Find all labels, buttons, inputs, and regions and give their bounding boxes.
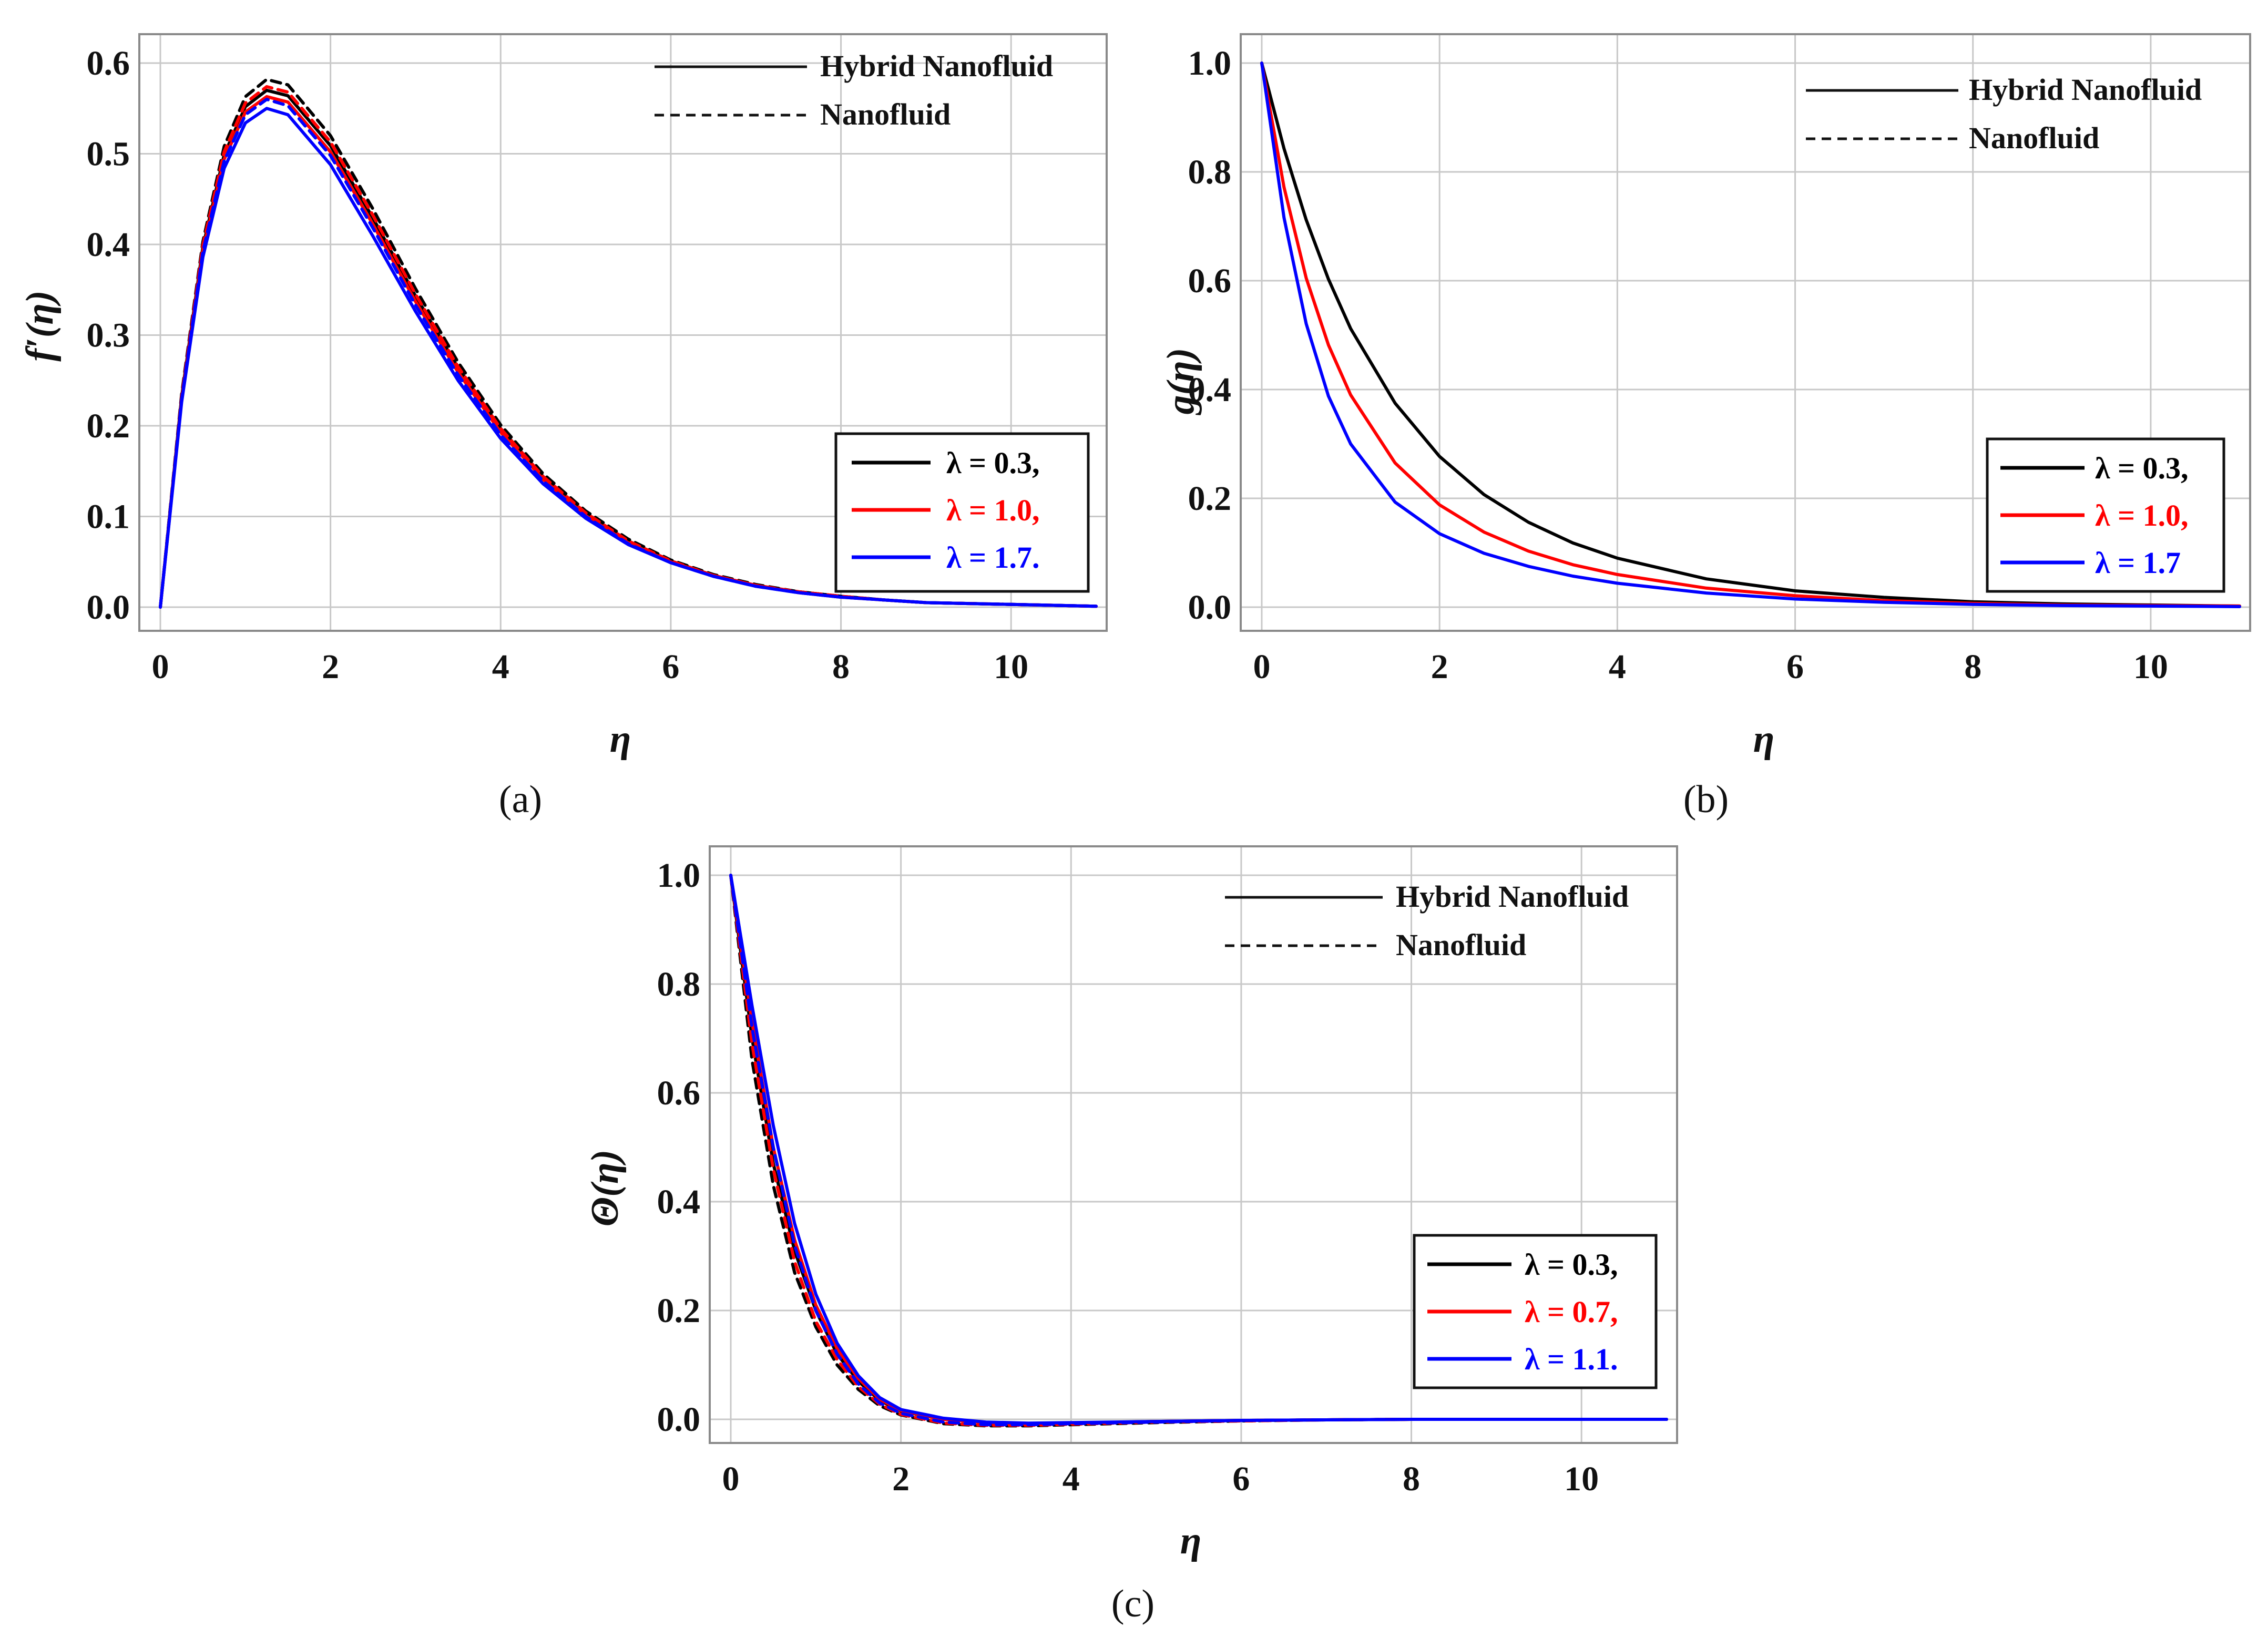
color-legend-label: λ = 1.0, <box>946 493 1040 527</box>
x-tick-label: 10 <box>2133 648 2168 686</box>
panel-label: (a) <box>499 778 542 821</box>
style-legend-label: Hybrid Nanofluid <box>1969 73 2202 107</box>
y-axis-label: f′(η) <box>18 290 62 361</box>
y-tick-label: 0.8 <box>657 965 701 1004</box>
x-tick-label: 0 <box>152 648 169 686</box>
panel-label: (c) <box>1111 1582 1155 1625</box>
y-tick-label: 0.4 <box>657 1183 701 1221</box>
plot-frame <box>1240 33 2251 632</box>
color-legend-label: λ = 0.3, <box>1525 1247 1618 1282</box>
x-tick-label: 6 <box>1786 648 1804 686</box>
y-tick-label: 0.5 <box>87 135 130 173</box>
color-legend-label: λ = 0.3, <box>946 446 1040 480</box>
x-tick-label: 8 <box>832 648 850 686</box>
color-legend-label: λ = 0.3, <box>2095 451 2189 485</box>
y-tick-label: 1.0 <box>1188 44 1232 83</box>
y-tick-label: 0.6 <box>1188 262 1232 300</box>
x-axis-label: η <box>610 718 631 761</box>
x-axis-label: η <box>1753 718 1775 761</box>
y-tick-label: 0.6 <box>87 44 130 83</box>
y-tick-label: 0.0 <box>657 1400 701 1439</box>
color-legend-label: λ = 1.7 <box>2095 546 2181 580</box>
style-legend-label: Nanofluid <box>1396 928 1526 962</box>
x-tick-label: 2 <box>892 1460 910 1498</box>
x-tick-label: 8 <box>1403 1460 1420 1498</box>
x-tick-label: 2 <box>322 648 339 686</box>
color-legend-box <box>1413 1234 1658 1389</box>
y-tick-label: 0.6 <box>657 1074 701 1112</box>
y-axis-label: g(η) <box>1159 348 1202 416</box>
plot-frame <box>138 33 1108 632</box>
x-tick-label: 8 <box>1964 648 1981 686</box>
color-legend-label: λ = 1.7. <box>946 540 1040 575</box>
x-tick-label: 10 <box>994 648 1028 686</box>
color-legend-box <box>834 432 1090 593</box>
y-tick-label: 0.8 <box>1188 153 1232 191</box>
x-tick-label: 6 <box>662 648 679 686</box>
style-legend-label: Nanofluid <box>1969 121 2099 155</box>
y-tick-label: 1.0 <box>657 856 701 895</box>
y-tick-label: 0.2 <box>1188 479 1232 518</box>
y-tick-label: 0.2 <box>87 407 130 445</box>
color-legend-label: λ = 0.7, <box>1525 1295 1618 1329</box>
series-line-2 <box>1260 62 2241 608</box>
x-tick-label: 4 <box>1609 648 1626 686</box>
y-tick-label: 0.4 <box>1188 371 1232 409</box>
x-tick-label: 0 <box>722 1460 740 1498</box>
y-axis-label: Θ(η) <box>584 1150 627 1226</box>
x-axis-label: η <box>1180 1519 1202 1562</box>
y-tick-label: 0.4 <box>87 226 130 264</box>
chart-panel-b: 0 2 4 6 8 10 0.0 0.2 0.4 0.6 0.8 1.0 g(η) η (b) Hybrid … <box>1159 33 2251 821</box>
x-tick-label: 10 <box>1564 1460 1599 1498</box>
style-legend-label: Nanofluid <box>820 97 951 131</box>
series-line-5 <box>729 874 1668 1427</box>
x-tick-label: 4 <box>1063 1460 1080 1498</box>
plot-frame <box>709 845 1678 1444</box>
x-tick-label: 0 <box>1253 648 1271 686</box>
style-legend-label: Hybrid Nanofluid <box>1396 879 1629 914</box>
style-legend-label: Hybrid Nanofluid <box>820 49 1053 83</box>
chart-panel-a: 0 2 4 6 8 10 0.0 0.1 0.2 0.3 0.4 0.5 0.6 f′(η) η (a) Hyb… <box>18 33 1108 821</box>
color-legend-label: λ = 1.1. <box>1525 1342 1618 1376</box>
y-tick-label: 0.2 <box>657 1292 701 1330</box>
x-tick-label: 2 <box>1431 648 1448 686</box>
chart-panel-c: 0 2 4 6 8 10 0.0 0.2 0.4 0.6 0.8 1.0 Θ(η) η (c) Hybrid … <box>584 845 1678 1625</box>
series-line-5 <box>159 98 1098 609</box>
y-tick-label: 0.1 <box>87 498 130 536</box>
color-legend-label: λ = 1.0, <box>2095 498 2189 533</box>
y-tick-label: 0.0 <box>87 588 130 627</box>
x-tick-label: 6 <box>1232 1460 1250 1498</box>
y-tick-label: 0.0 <box>1188 588 1232 627</box>
x-tick-label: 4 <box>492 648 509 686</box>
panel-label: (b) <box>1683 778 1729 821</box>
y-tick-label: 0.3 <box>87 316 130 355</box>
